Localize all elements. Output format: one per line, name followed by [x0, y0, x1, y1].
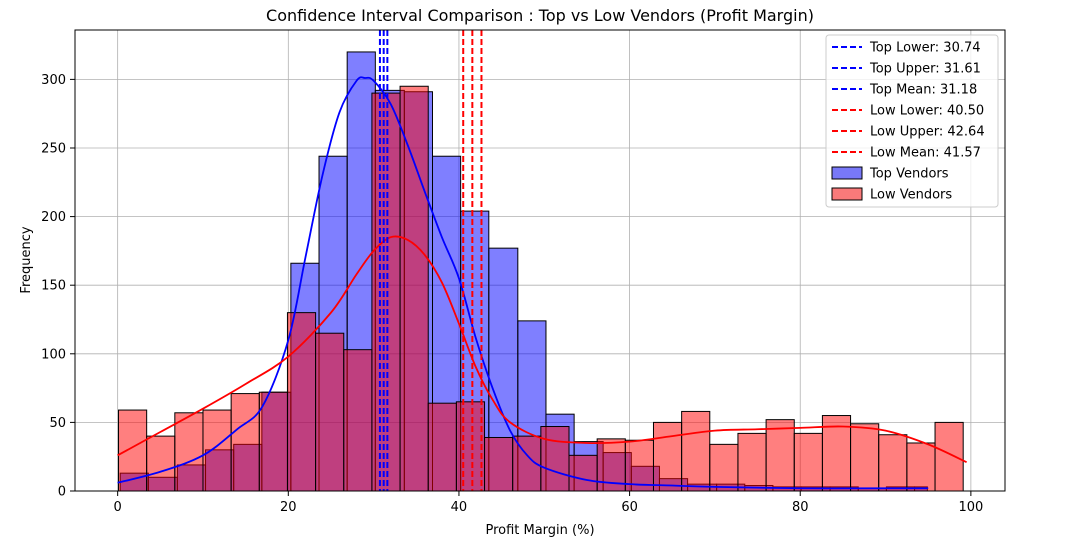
low-vendor-bars: [118, 85, 964, 492]
low-vendor-bar: [399, 85, 429, 492]
x-tick-label: 80: [792, 500, 809, 515]
low-vendor-bar: [371, 92, 401, 492]
low-vendor-bar: [793, 432, 823, 492]
low-vendor-bar: [624, 439, 654, 492]
low-vendor-bar: [230, 393, 260, 492]
low-vendor-bar: [878, 434, 908, 492]
low-vendor-bar: [652, 421, 683, 492]
confidence-interval-lines: [378, 30, 483, 491]
plot-frame: [74, 29, 1006, 492]
low-vendor-bar: [906, 442, 936, 492]
low-vendor-bar: [850, 423, 880, 492]
low-vendor-bar: [343, 349, 373, 492]
y-tick-label: 250: [41, 141, 66, 156]
y-tick-label: 0: [58, 485, 66, 500]
x-axis-title: Profit Margin (%): [485, 523, 594, 538]
legend-patch-swatch: [831, 187, 863, 201]
legend-label: Top Mean: 31.18: [869, 83, 977, 98]
y-axis-ticks: 0 50 100 150 200 250 300: [41, 73, 75, 500]
legend-label: Low Mean: 41.57: [870, 146, 981, 161]
x-tick-label: 20: [280, 500, 297, 515]
low-vendor-bar: [427, 402, 457, 492]
legend-label: Low Lower: 40.50: [870, 104, 984, 119]
low-vendor-bar: [455, 401, 486, 492]
x-tick-label: 60: [621, 500, 638, 515]
legend: Top Lower: 30.74 Top Upper: 31.61 Top Mean…: [825, 34, 999, 208]
x-axis-ticks: 0 20 40 60 80 100: [114, 491, 983, 515]
y-tick-label: 50: [49, 416, 66, 431]
legend-label: Low Upper: 42.64: [870, 125, 985, 140]
y-tick-label: 300: [41, 73, 66, 88]
kde-curves: [117, 76, 967, 490]
legend-label: Low Vendors: [870, 188, 952, 203]
low-vendor-bar: [934, 421, 964, 492]
low-vendor-bar: [765, 419, 795, 492]
low-vendor-bar: [202, 409, 232, 492]
low-vendor-bar: [709, 443, 739, 492]
low-vendor-bar: [286, 312, 317, 492]
legend-box: [825, 34, 999, 208]
x-tick-label: 0: [114, 500, 122, 515]
y-tick-label: 100: [41, 347, 66, 362]
low-vendor-bar: [681, 410, 711, 492]
low-vendor-bar: [484, 436, 514, 492]
y-axis-title: Frequency: [19, 226, 34, 293]
low-vendor-bar: [568, 454, 598, 492]
low-vendor-bar: [540, 426, 570, 492]
legend-label: Top Upper: 31.61: [869, 62, 981, 77]
x-tick-label: 40: [451, 500, 468, 515]
y-tick-label: 200: [41, 210, 66, 225]
low-vendor-bar: [315, 332, 345, 492]
legend-label: Top Lower: 30.74: [869, 41, 981, 56]
low-vendor-bar: [146, 435, 176, 492]
low-vendor-kde-line: [117, 235, 967, 464]
low-vendor-bar: [737, 432, 767, 492]
top-vendor-kde-line: [117, 76, 929, 490]
low-vendor-bar: [258, 391, 288, 492]
chart-title: Confidence Interval Comparison : Top vs …: [266, 6, 814, 25]
y-tick-label: 150: [41, 279, 66, 294]
low-vendor-bar: [174, 412, 204, 492]
legend-label: Top Vendors: [869, 167, 949, 182]
legend-patch-swatch: [831, 166, 863, 180]
x-tick-label: 100: [958, 500, 983, 515]
